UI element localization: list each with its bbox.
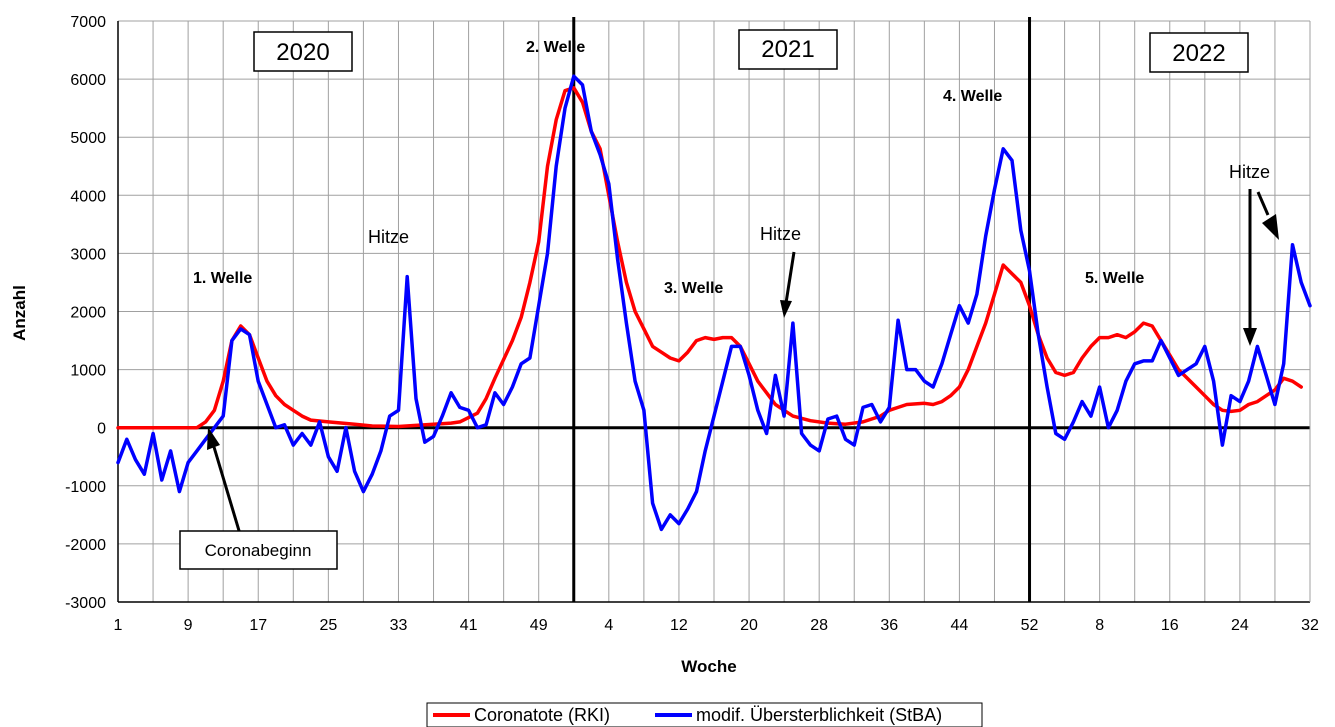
x-tick-label: 12 (670, 617, 688, 634)
hitze2-arrowhead (780, 300, 792, 318)
x-tick-label: 49 (530, 617, 548, 634)
y-tick-label: 1000 (70, 363, 106, 380)
y-tick-label: 0 (97, 421, 106, 438)
welle5-label: 5. Welle (1085, 270, 1144, 287)
x-tick-label: 52 (1021, 617, 1039, 634)
x-tick-label: 32 (1301, 617, 1319, 634)
arrows (207, 189, 1279, 535)
hitze2-label: Hitze (760, 224, 801, 244)
x-tick-label: 1 (114, 617, 123, 634)
year-2022-label: 2022 (1172, 40, 1225, 67)
welle4-label: 4. Welle (943, 88, 1002, 105)
legend-label-corona: Coronatote (RKI) (474, 705, 610, 725)
series-lines (116, 74, 1312, 532)
series-line-uebersterblichkeit (116, 74, 1312, 532)
y-tick-label: -1000 (65, 479, 106, 496)
y-tick-label: 2000 (70, 305, 106, 322)
y-tick-label: 6000 (70, 72, 106, 89)
year-2021-box (738, 29, 838, 70)
coronabeginn-arrow (212, 446, 242, 535)
hitze3-arrowhead-left (1243, 328, 1257, 346)
welle3-label: 3. Welle (664, 280, 723, 297)
y-tick-label: -3000 (65, 595, 106, 612)
y-tick-label: 5000 (70, 130, 106, 147)
series-line-coronatote (116, 86, 1303, 430)
hitze3-label: Hitze (1229, 162, 1270, 182)
legend-box (426, 702, 983, 727)
legend: Coronatote (RKI) modif. Übersterblichkei… (426, 702, 983, 727)
y-tick-label: 7000 (70, 14, 106, 31)
x-axis-title: Woche (681, 657, 736, 676)
x-tick-label: 25 (319, 617, 337, 634)
year-2020-box (253, 31, 353, 72)
x-tick-label: 24 (1231, 617, 1249, 634)
gridlines (117, 20, 1311, 603)
x-tick-label: 16 (1161, 617, 1179, 634)
y-tick-label: 3000 (70, 246, 106, 263)
x-tick-label: 41 (460, 617, 478, 634)
x-tick-label: 28 (810, 617, 828, 634)
coronabeginn-box (179, 530, 338, 570)
hitze3-arrow-right (1256, 191, 1270, 216)
x-tick-label: 8 (1095, 617, 1104, 634)
y-axis-title: Anzahl (10, 285, 29, 341)
y-tick-labels: -3000 -2000 -1000 0 1000 2000 3000 4000 5000 6000… (65, 14, 106, 612)
year-2020-label: 2020 (276, 39, 329, 66)
x-tick-label: 36 (880, 617, 898, 634)
welle1-label: 1. Welle (193, 270, 252, 287)
x-tick-label: 33 (390, 617, 408, 634)
legend-label-stba: modif. Übersterblichkeit (StBA) (696, 705, 942, 725)
hitze1-label: Hitze (368, 227, 409, 247)
x-tick-label: 17 (249, 617, 267, 634)
coronabeginn-arrowhead (207, 427, 220, 450)
year-2021-label: 2021 (761, 36, 814, 63)
x-tick-label: 20 (740, 617, 758, 634)
welle2-label: 2. Welle (526, 39, 585, 56)
x-tick-label: 9 (184, 617, 193, 634)
year-2022-box (1149, 32, 1249, 73)
x-tick-labels: 1 9 17 25 33 41 49 4 12 20 28 36 44 52 8 16 24 32 (114, 617, 1319, 634)
hitze2-arrow (784, 251, 796, 304)
coronabeginn-label: Coronabeginn (205, 541, 312, 560)
y-tick-label: -2000 (65, 537, 106, 554)
hitze3-arrowhead-right (1262, 214, 1279, 240)
y-tick-label: 4000 (70, 188, 106, 205)
x-tick-label: 4 (604, 617, 613, 634)
x-tick-label: 44 (951, 617, 969, 634)
